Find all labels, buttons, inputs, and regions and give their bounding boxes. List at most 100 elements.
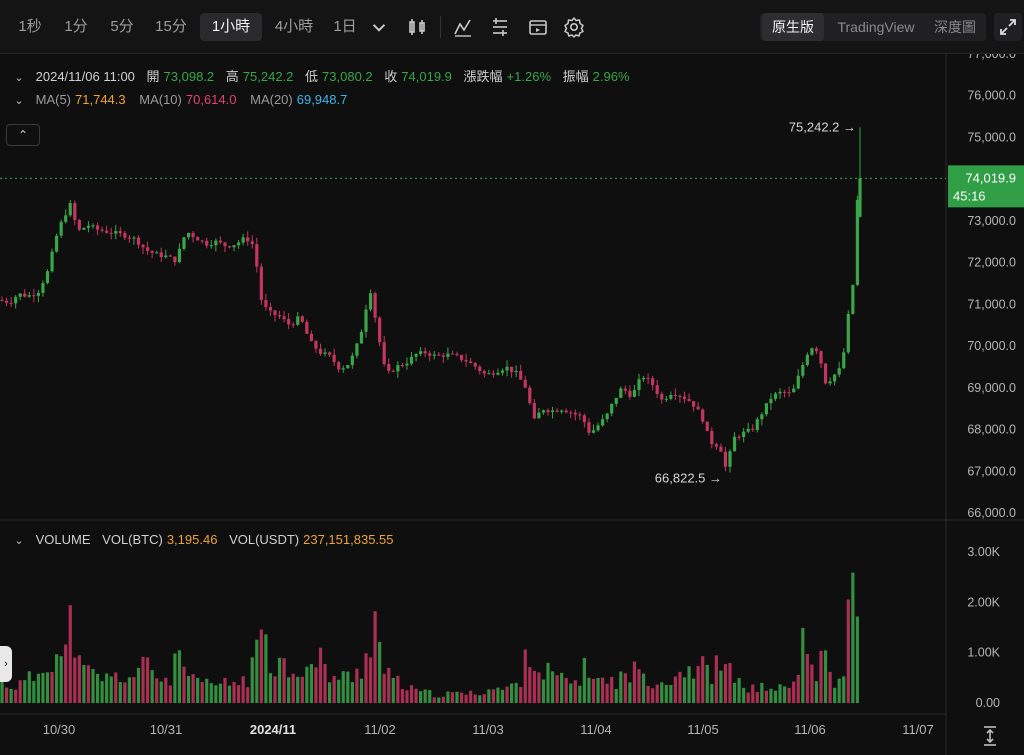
chart-settings-lines-icon[interactable] — [487, 14, 513, 40]
volume-bar — [86, 665, 91, 703]
view-depth[interactable]: 深度圖 — [934, 19, 976, 35]
timeframe-1m[interactable]: 1分 — [64, 18, 88, 35]
volume-bar — [237, 685, 241, 703]
candle-body — [564, 410, 568, 413]
volume-bar — [218, 683, 222, 703]
volume-bar — [441, 696, 445, 703]
timeframe-1h[interactable]: 1小時 — [200, 13, 262, 41]
volume-bar — [368, 657, 373, 703]
candle-body — [596, 425, 600, 431]
candle-body — [833, 374, 837, 382]
ma10-value: 70,614.0 — [185, 92, 237, 107]
fullscreen-expand-icon[interactable] — [994, 13, 1022, 41]
volume-bar — [778, 684, 782, 703]
volume-bar — [68, 605, 72, 703]
candle-body — [373, 293, 377, 318]
price-chart[interactable]: 66,000.0 67,000.0 68,000.0 69,000.0 70,000.0… — [0, 54, 1024, 755]
candle-body — [801, 365, 805, 376]
candle-body — [200, 240, 204, 242]
volume-bar — [651, 688, 655, 703]
volume-bar — [155, 678, 159, 703]
candle-body — [500, 370, 505, 373]
volume-bar — [55, 654, 59, 703]
gear-icon[interactable] — [561, 14, 587, 40]
candlestick-type-icon[interactable] — [404, 14, 430, 40]
candle-body — [168, 255, 172, 257]
candle-body — [783, 391, 787, 393]
volume-bar — [728, 663, 732, 703]
candle-body — [9, 302, 13, 304]
volume-bar — [59, 656, 63, 703]
volume-bar — [50, 672, 54, 703]
volume-bar — [118, 682, 122, 703]
chevron-down-icon[interactable]: ⌄ — [14, 535, 24, 547]
candle-body — [760, 414, 764, 420]
candle-body — [846, 313, 850, 353]
timeframe-1d[interactable]: 1日 — [333, 18, 357, 35]
candle-body — [587, 422, 591, 433]
candle-body — [519, 370, 523, 380]
candle-body — [814, 348, 819, 352]
view-native[interactable]: 原生版 — [762, 13, 824, 41]
view-tradingview[interactable]: TradingView — [837, 19, 915, 35]
candle-body — [705, 421, 709, 431]
candle-body — [514, 370, 518, 373]
candle-body — [159, 252, 163, 258]
side-panel-toggle[interactable]: › — [0, 646, 12, 682]
candle-body — [578, 414, 582, 416]
volume-bar — [41, 672, 45, 703]
timeframe-4h[interactable]: 4小時 — [274, 18, 314, 35]
timeframe-5m[interactable]: 5分 — [110, 18, 134, 35]
volume-bar — [769, 688, 773, 703]
candle-body — [646, 377, 650, 379]
candle-body — [546, 410, 550, 413]
chevron-down-icon[interactable]: ⌄ — [14, 95, 24, 107]
candle-body — [632, 390, 637, 397]
candle-body — [341, 368, 345, 370]
candle-body — [455, 353, 459, 355]
volume-bar — [296, 676, 300, 703]
volume-bar — [623, 673, 627, 703]
candle-body — [177, 248, 182, 263]
candle-body — [291, 324, 295, 326]
candle-body — [641, 377, 646, 380]
volume-bar — [173, 653, 177, 703]
volume-bar — [846, 599, 850, 703]
volume-bar — [282, 658, 286, 703]
price-tick-label: 70,000.0 — [967, 339, 1016, 353]
chevron-down-icon[interactable]: ⌄ — [14, 72, 24, 84]
volume-bar — [614, 689, 618, 703]
candle-body — [32, 295, 36, 297]
volume-bar — [423, 689, 427, 703]
candle-body — [601, 419, 605, 426]
volume-bar — [200, 682, 204, 703]
volume-tick-label: 0.00 — [976, 696, 1000, 710]
chevron-down-icon[interactable] — [366, 14, 390, 40]
candle-body — [86, 225, 91, 228]
candle-body — [851, 284, 855, 314]
volume-bar — [18, 680, 22, 703]
volume-bar — [9, 688, 13, 703]
replay-icon[interactable] — [525, 14, 551, 40]
volume-bar — [710, 683, 714, 703]
candle-body — [637, 379, 641, 391]
indicators-icon[interactable] — [450, 14, 476, 40]
timeframe-15m[interactable]: 15分 — [155, 18, 187, 35]
volume-bar — [637, 669, 641, 703]
collapse-legend-button[interactable]: ⌃ — [6, 124, 40, 146]
volume-bar — [341, 671, 345, 703]
axis-scale-icon[interactable] — [980, 724, 1000, 748]
volume-bar — [701, 656, 705, 703]
candle-body — [64, 215, 68, 222]
candle-body — [669, 395, 673, 399]
volume-bar — [469, 690, 473, 703]
volume-bar — [305, 666, 309, 703]
volume-bar — [428, 690, 432, 703]
volume-bar — [582, 657, 586, 703]
open-value: 73,098.2 — [163, 69, 215, 84]
timeframe-1s[interactable]: 1秒 — [18, 18, 42, 35]
change-label: 漲跌幅 — [463, 69, 503, 84]
volume-bar — [487, 689, 491, 703]
candle-body — [364, 309, 368, 332]
volume-bar — [478, 695, 482, 703]
